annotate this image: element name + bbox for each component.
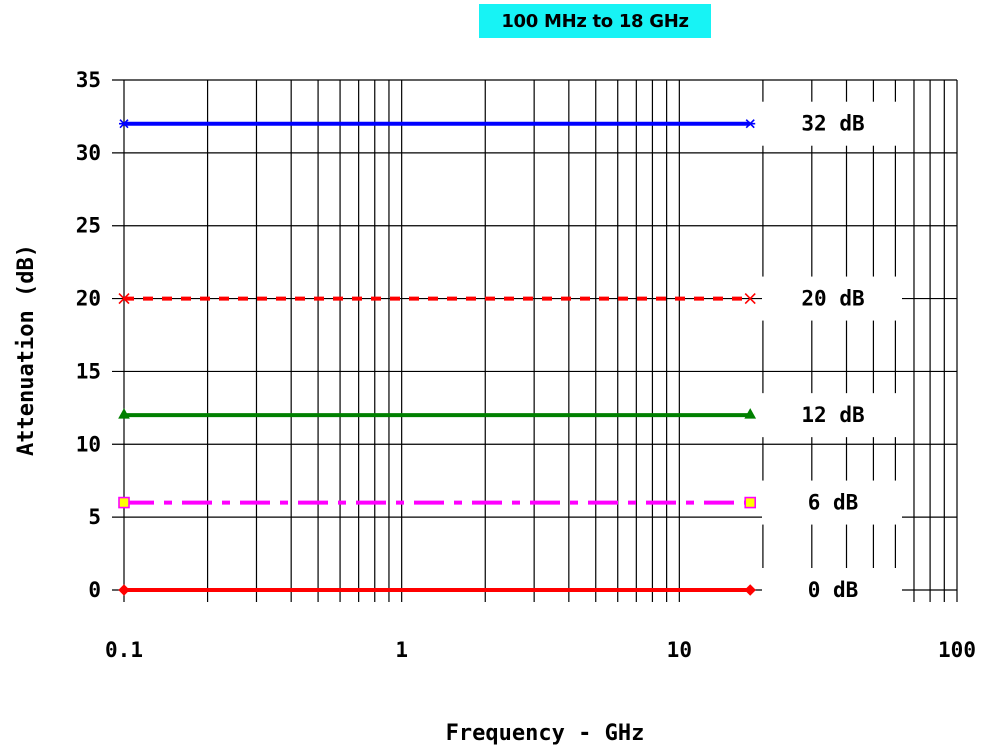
data-point — [118, 496, 130, 509]
series-6-db — [118, 496, 757, 509]
end-label-bg — [762, 393, 902, 438]
series-end-label: 6 dB — [808, 491, 859, 515]
series-layer — [118, 119, 757, 596]
y-tick-label: 35 — [76, 68, 101, 92]
data-point — [118, 584, 130, 596]
data-point — [118, 293, 130, 305]
y-tick-label: 20 — [76, 287, 101, 311]
y-tick-label: 25 — [76, 214, 101, 238]
series-end-labels: 32 dB 20 dB 12 dB 6 dB 0 dB — [762, 101, 902, 612]
y-axis-label: Attenuation (dB) — [14, 244, 39, 456]
series-end-label: 32 dB — [801, 112, 864, 136]
x-axis-label: Frequency - GHz — [446, 721, 645, 746]
series-end-label: 0 dB — [808, 578, 859, 602]
data-point — [744, 584, 756, 596]
chart-title: 100 MHz to 18 GHz — [501, 10, 689, 32]
data-point — [118, 408, 130, 419]
x-tick-label: 0.1 — [105, 638, 143, 662]
y-tick-label: 10 — [76, 432, 101, 456]
data-point — [744, 293, 756, 305]
data-point — [744, 408, 757, 419]
chart-title-box: 100 MHz to 18 GHz — [479, 4, 711, 38]
end-label-bg — [762, 276, 902, 321]
x-tick-label: 10 — [667, 638, 692, 662]
series-32-db — [119, 119, 756, 129]
series-0-db — [118, 584, 756, 596]
y-tick-label: 15 — [76, 359, 101, 383]
series-12-db — [118, 408, 757, 419]
series-end-label: 12 dB — [801, 403, 864, 427]
data-point — [744, 496, 757, 509]
series-end-label: 20 dB — [801, 287, 864, 311]
series-20-db — [118, 293, 756, 305]
x-tick-label: 100 — [938, 638, 976, 662]
y-tick-label: 5 — [88, 505, 101, 529]
data-point — [745, 119, 756, 129]
end-label-bg — [762, 480, 902, 525]
tick-labels: 0.1 1 10 100 0 5 10 15 20 25 30 35 — [76, 68, 976, 662]
y-tick-label: 0 — [88, 578, 101, 602]
y-tick-label: 30 — [76, 141, 101, 165]
x-tick-label: 1 — [395, 638, 408, 662]
end-label-bg — [762, 568, 902, 612]
end-label-bg — [762, 101, 902, 146]
data-point — [119, 119, 129, 129]
